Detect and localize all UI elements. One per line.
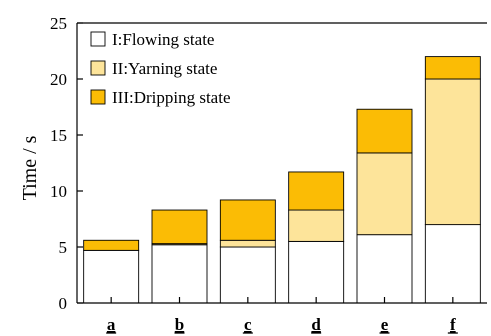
bar-segment-d-series-1 (288, 240, 345, 304)
legend-swatch (90, 31, 106, 47)
x-category-label: c (244, 315, 252, 334)
x-axis-categories: a b c d e f (106, 297, 458, 334)
bar-segment-f-series-2 (424, 78, 481, 226)
bar-segment-d-series-2 (288, 209, 345, 242)
x-category-label: e (381, 315, 389, 334)
bar-segment-a-series-3 (83, 239, 140, 251)
y-axis-ticks: 0 5 10 15 20 25 (50, 14, 83, 313)
legend-swatch (90, 60, 106, 76)
x-category-label: a (107, 315, 116, 334)
bar-segment-e-series-1 (356, 234, 413, 304)
legend: I:Flowing state II:Yarning state III:Dripp… (90, 30, 231, 107)
bar-segment-e-series-3 (356, 108, 413, 154)
legend-label: I:Flowing state (112, 30, 214, 49)
y-tick-label: 5 (59, 238, 68, 257)
y-tick-label: 10 (50, 182, 67, 201)
bar-segment-f-series-3 (424, 56, 481, 80)
bar-segment-a-series-1 (83, 249, 140, 304)
bars (83, 56, 481, 304)
bar-segment-f-series-1 (424, 224, 481, 304)
y-tick-label: 15 (50, 126, 67, 145)
bar-segment-b-series-1 (151, 244, 208, 304)
y-axis-title: Time / s (19, 135, 41, 200)
legend-label: III:Dripping state (112, 88, 231, 107)
bar-segment-d-series-3 (288, 171, 345, 211)
x-category-label: f (450, 315, 456, 334)
bar-segment-c-series-3 (219, 199, 276, 241)
x-category-label: d (311, 315, 321, 334)
bar-segment-c-series-2 (219, 239, 276, 248)
x-category-label: b (175, 315, 184, 334)
y-tick-label: 20 (50, 70, 67, 89)
y-tick-label: 0 (59, 294, 68, 313)
bar-segment-c-series-1 (219, 246, 276, 304)
y-tick-label: 25 (50, 14, 67, 33)
legend-label: II:Yarning state (112, 59, 217, 78)
legend-swatch (90, 89, 106, 105)
bar-segment-b-series-3 (151, 209, 208, 245)
bar-segment-e-series-2 (356, 152, 413, 236)
